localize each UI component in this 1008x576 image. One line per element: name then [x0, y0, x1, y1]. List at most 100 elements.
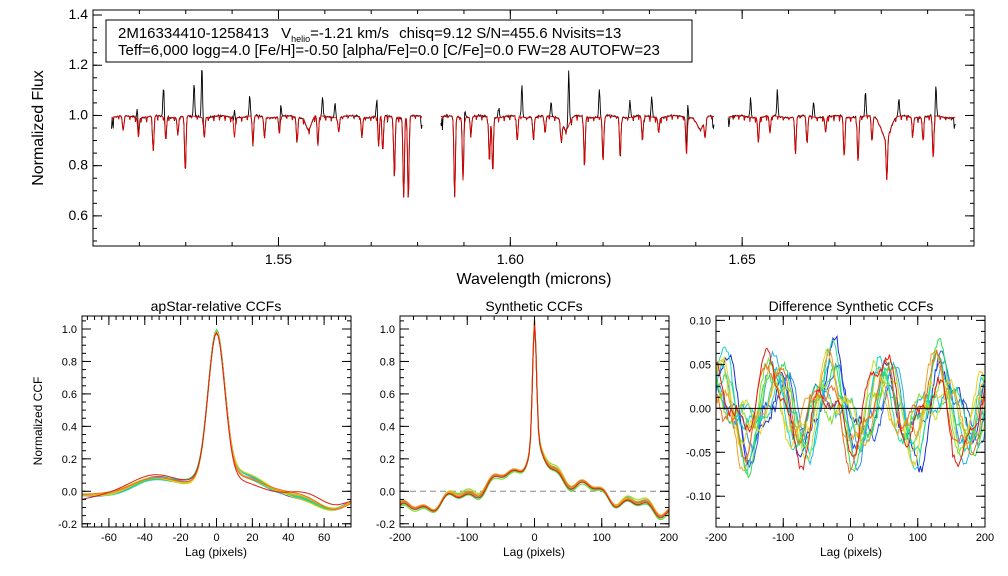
x-tick-label: -60 [101, 532, 117, 544]
stellar-parameters: Teff=6,000 logg=4.0 [Fe/H]=-0.50 [alpha/… [118, 42, 660, 59]
y-tick-label: 0.0 [380, 486, 395, 498]
star-id: 2M16334410-1258413 [118, 25, 269, 42]
model-spectrum-line [728, 115, 956, 181]
apstar-ccf-series-line [81, 329, 352, 509]
difference-ccf-x-axis-label: Lag (pixels) [820, 545, 882, 559]
synthetic-ccf-series-line [399, 321, 670, 519]
apstar-ccf-panel: apStar-relative CCFs -60 -40 -20 0 20 40 60 -0.… [31, 298, 352, 559]
difference-ccf-panel: Difference Synthetic CCFs -200 -100 0 100 20… [686, 298, 994, 559]
apstar-ccf-ticks: -60 -40 -20 0 20 40 60 -0.2 0.0 0.2 0.4 0.6 0.8 1.0 [58, 316, 351, 544]
y-tick-label: -0.2 [58, 519, 77, 531]
y-tick-label: 0.0 [62, 486, 77, 498]
spectrum-x-axis-label: Wavelength (microns) [456, 271, 611, 288]
y-tick-label: 0.10 [690, 315, 711, 327]
x-tick-label: -40 [137, 532, 153, 544]
synthetic-ccf-title: Synthetic CCFs [485, 298, 582, 314]
x-tick-label: -100 [772, 532, 794, 544]
x-tick-label: -200 [389, 532, 411, 544]
vhelio-value: =-1.21 km/s [310, 25, 389, 42]
x-tick-label: 100 [593, 532, 611, 544]
difference-ccf-ticks: -200 -100 0 100 200 -0.10 -0.05 0.00 0.05 0.10 [686, 315, 994, 544]
apstar-ccf-series-line [81, 331, 352, 511]
synthetic-ccf-series-line [399, 322, 670, 521]
difference-ccf-series-line [716, 338, 985, 479]
synthetic-ccf-ticks: -200 -100 0 100 200 -0.2 0.0 0.2 0.4 0.6 0.8 1.0 [376, 316, 678, 544]
y-tick-label: 0.00 [690, 403, 711, 415]
synthetic-ccf-series-line [399, 319, 670, 518]
model-spectrum-line [440, 115, 715, 197]
synthetic-ccf-series-line [399, 320, 670, 517]
x-tick-label: -100 [456, 532, 478, 544]
y-tick-label: 1.0 [380, 324, 395, 336]
apstar-ccf-plot-area [81, 328, 352, 511]
apstar-ccf-x-axis-label: Lag (pixels) [185, 545, 247, 559]
y-tick-label: 0.8 [62, 356, 77, 368]
apstar-ccf-axes-frame [81, 315, 352, 528]
model-spectrum-line [111, 115, 423, 198]
synthetic-ccf-series-line [399, 319, 670, 517]
apstar-ccf-series-line [81, 328, 352, 511]
y-tick-label: -0.2 [376, 519, 395, 531]
apstar-ccf-series-line [81, 329, 352, 511]
spectrum-plot-area [111, 69, 956, 198]
y-tick-label: 1.2 [69, 56, 89, 72]
y-tick-label: 0.2 [380, 454, 395, 466]
apstar-ccf-series-line [82, 330, 352, 510]
synthetic-ccf-series-line [399, 321, 670, 517]
difference-ccf-series-line [716, 358, 985, 462]
x-tick-label: 0 [213, 532, 219, 544]
x-tick-label: -200 [705, 532, 727, 544]
vhelio-subscript: helio [291, 34, 310, 44]
difference-ccf-series-line [716, 347, 985, 471]
x-tick-label: 100 [909, 532, 927, 544]
apstar-ccf-series-line [81, 331, 352, 506]
x-tick-label: 1.60 [497, 251, 524, 267]
y-tick-label: 0.2 [62, 454, 77, 466]
apstar-ccf-series-line [82, 328, 352, 510]
difference-ccf-series-line [716, 350, 985, 468]
vhelio-symbol: V [281, 25, 291, 42]
y-tick-label: 0.8 [380, 356, 395, 368]
fit-statistics: chisq=9.12 S/N=455.6 Nvisits=13 [399, 25, 621, 42]
apstar-ccf-series-line [82, 328, 352, 511]
spectrum-y-axis-label: Normalized Flux [30, 70, 47, 186]
difference-ccf-plot-area [716, 334, 985, 479]
x-tick-label: 200 [976, 532, 994, 544]
synthetic-ccf-series-line [399, 318, 670, 516]
y-tick-label: -0.05 [686, 447, 711, 459]
apstar-ccf-title: apStar-relative CCFs [151, 298, 282, 314]
y-tick-label: 0.4 [380, 421, 395, 433]
observed-spectrum-line [440, 70, 715, 198]
x-tick-label: 200 [660, 532, 678, 544]
difference-ccf-title: Difference Synthetic CCFs [769, 298, 934, 314]
difference-ccf-series-line [716, 348, 985, 472]
synthetic-ccf-series-line [399, 321, 670, 519]
observed-spectrum-line [111, 69, 423, 198]
difference-ccf-series-line [716, 349, 985, 467]
difference-ccf-series-line [716, 349, 985, 475]
synthetic-ccf-series-line [399, 320, 670, 517]
difference-ccf-series-line [716, 356, 985, 458]
synthetic-ccf-series-line [399, 319, 670, 516]
header-box: 2M16334410-1258413 Vhelio=-1.21 km/s chi… [105, 19, 693, 63]
y-tick-label: -0.10 [686, 491, 711, 503]
x-tick-label: 1.65 [729, 251, 756, 267]
apstar-ccf-series-line [81, 331, 352, 510]
x-tick-label: 40 [282, 532, 294, 544]
apstar-ccf-series-line [81, 331, 352, 510]
y-tick-label: 0.6 [69, 207, 89, 223]
observed-spectrum-line [727, 86, 956, 180]
y-tick-label: 0.8 [69, 157, 89, 173]
header-frame [105, 19, 693, 63]
y-tick-label: 0.05 [690, 359, 711, 371]
y-tick-label: 1.0 [62, 324, 77, 336]
y-tick-label: 0.6 [62, 389, 77, 401]
y-tick-label: 0.6 [380, 389, 395, 401]
apstar-ccf-series-line [81, 329, 352, 511]
synthetic-ccf-series-line [399, 321, 670, 520]
apstar-ccf-series-line [82, 330, 352, 510]
x-tick-label: 1.55 [265, 251, 292, 267]
x-tick-label: 0 [531, 532, 537, 544]
x-tick-label: 60 [318, 532, 330, 544]
